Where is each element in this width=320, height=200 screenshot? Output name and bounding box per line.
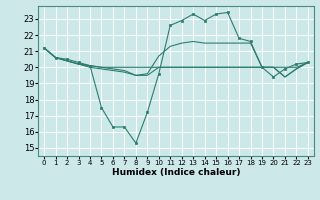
X-axis label: Humidex (Indice chaleur): Humidex (Indice chaleur) bbox=[112, 168, 240, 177]
